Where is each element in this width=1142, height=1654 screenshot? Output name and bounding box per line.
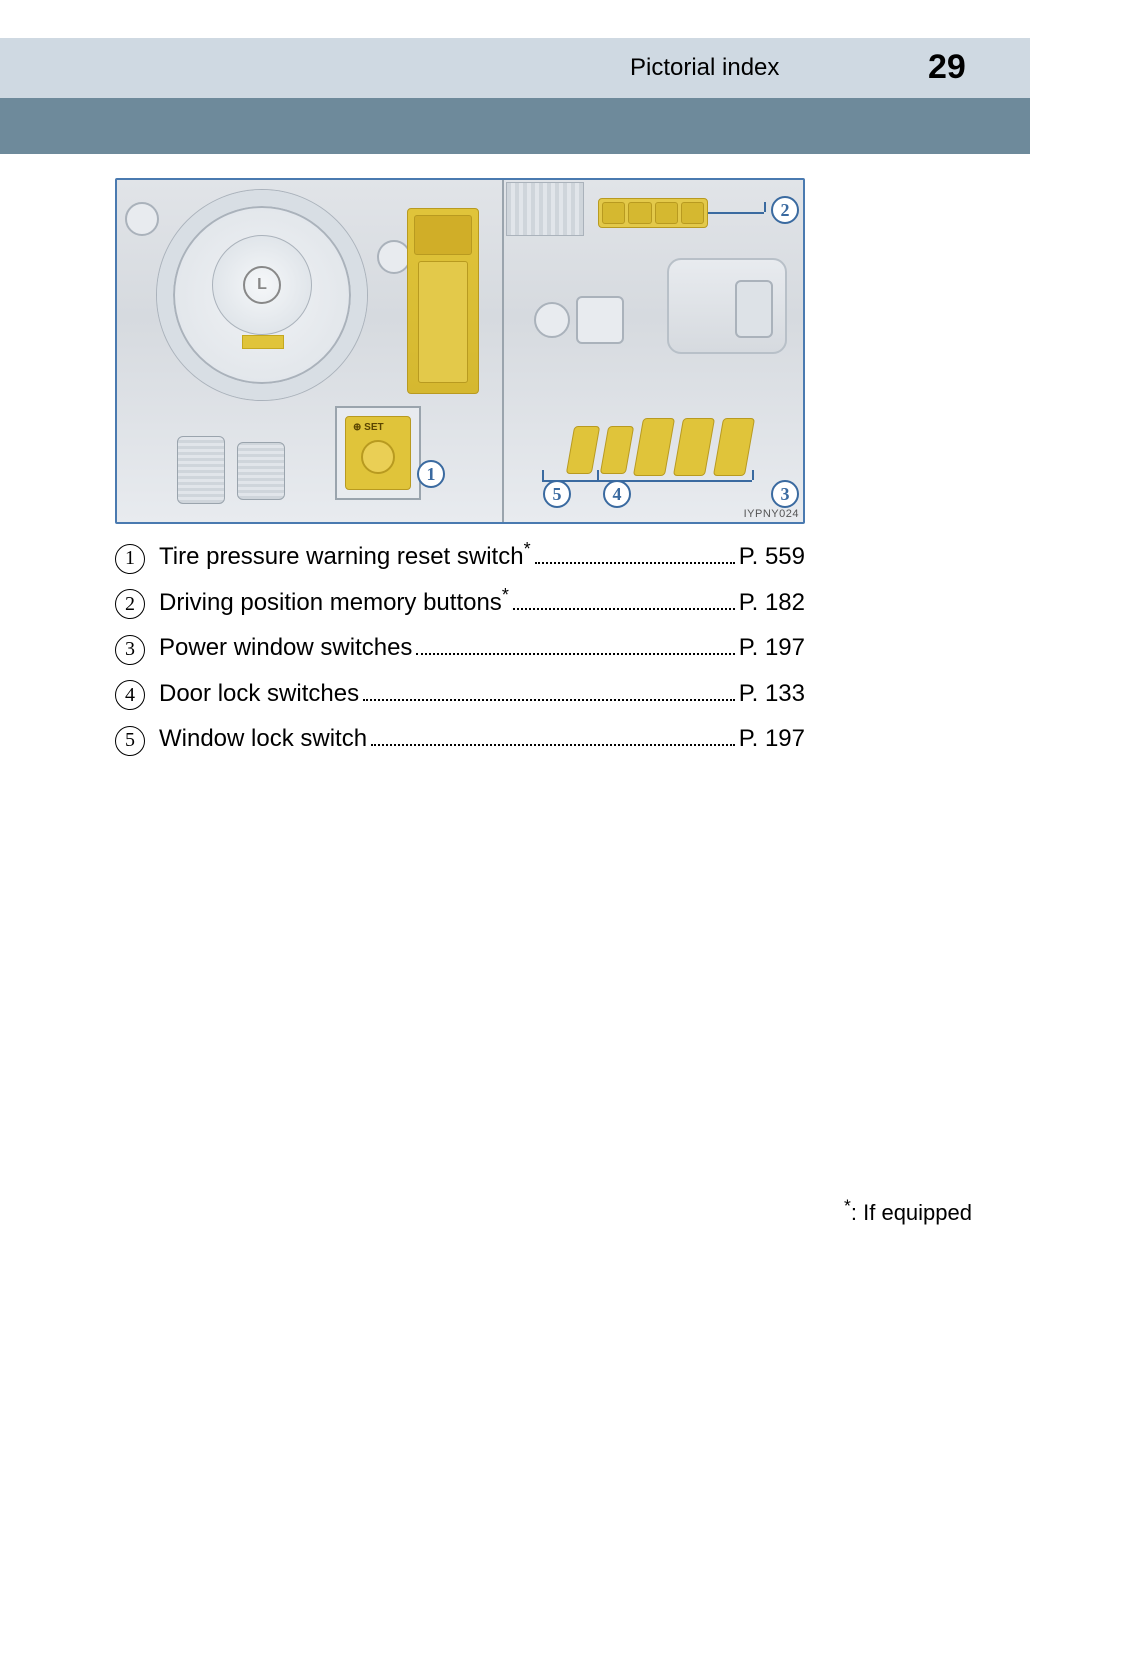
brand-logo-icon: L bbox=[243, 266, 281, 304]
leader-line bbox=[708, 212, 764, 214]
index-row: 3 Power window switches P. 197 bbox=[115, 631, 805, 665]
index-row-number: 2 bbox=[115, 589, 145, 619]
index-row: 2 Driving position memory buttons* P. 182 bbox=[115, 586, 805, 620]
leader-line bbox=[542, 480, 752, 482]
leader-line bbox=[597, 470, 599, 480]
page-number: 29 bbox=[928, 48, 966, 87]
section-title: Pictorial index bbox=[630, 54, 779, 82]
star-icon: * bbox=[502, 585, 509, 605]
sub-band bbox=[0, 98, 1030, 154]
dash-knob-icon bbox=[125, 202, 159, 236]
pedal-icon bbox=[237, 442, 285, 500]
index-row: 5 Window lock switch P. 197 bbox=[115, 722, 805, 756]
pedal-icon bbox=[177, 436, 225, 504]
dot-leader bbox=[535, 540, 735, 564]
index-row-label: Tire pressure warning reset switch* bbox=[159, 543, 531, 571]
leader-line bbox=[752, 470, 754, 480]
index-row-page: P. 559 bbox=[739, 543, 805, 571]
steering-tab-highlight bbox=[242, 335, 284, 349]
dash-knob-icon bbox=[377, 240, 411, 274]
illustration-right-panel bbox=[502, 180, 805, 522]
dot-leader bbox=[363, 677, 735, 701]
index-row-number: 3 bbox=[115, 635, 145, 665]
index-row-label: Window lock switch bbox=[159, 725, 367, 753]
leader-line bbox=[764, 202, 766, 212]
index-row-page: P. 133 bbox=[739, 680, 805, 708]
memory-buttons-highlight bbox=[598, 198, 708, 228]
callout-number: 4 bbox=[603, 480, 631, 508]
index-row-label: Door lock switches bbox=[159, 680, 359, 708]
mirror-panel-icon bbox=[576, 296, 624, 344]
index-row-page: P. 182 bbox=[739, 589, 805, 617]
footnote: *: If equipped bbox=[844, 1200, 972, 1226]
callout-number: 1 bbox=[417, 460, 445, 488]
index-row: 1 Tire pressure warning reset switch* P. 5… bbox=[115, 540, 805, 574]
mirror-button-icon bbox=[534, 302, 570, 338]
vehicle-illustration: L ⊕ SET 1 2 3 4 5 bbox=[115, 178, 805, 524]
center-switch-highlight bbox=[407, 208, 479, 394]
star-icon: * bbox=[524, 539, 531, 559]
illustration-code: IYPNY024 bbox=[744, 508, 799, 520]
index-row-label: Power window switches bbox=[159, 634, 412, 662]
index-list: 1 Tire pressure warning reset switch* P. 5… bbox=[115, 540, 805, 768]
door-handle-icon bbox=[667, 258, 787, 354]
callout-number: 3 bbox=[771, 480, 799, 508]
index-row-number: 5 bbox=[115, 726, 145, 756]
index-row: 4 Door lock switches P. 133 bbox=[115, 677, 805, 711]
index-row-page: P. 197 bbox=[739, 725, 805, 753]
footnote-text: : If equipped bbox=[851, 1200, 972, 1225]
index-row-number: 4 bbox=[115, 680, 145, 710]
callout-number: 5 bbox=[543, 480, 571, 508]
dot-leader bbox=[416, 631, 734, 655]
set-button-icon bbox=[361, 440, 395, 474]
dot-leader bbox=[513, 586, 735, 610]
set-button-label: ⊕ SET bbox=[353, 422, 384, 433]
dot-leader bbox=[371, 722, 735, 746]
index-row-page: P. 197 bbox=[739, 634, 805, 662]
header-band bbox=[0, 38, 1030, 98]
callout-number: 2 bbox=[771, 196, 799, 224]
index-row-number: 1 bbox=[115, 544, 145, 574]
leader-line bbox=[542, 470, 544, 480]
index-row-label: Driving position memory buttons* bbox=[159, 589, 509, 617]
footnote-symbol: * bbox=[844, 1196, 851, 1216]
window-switches-highlight bbox=[570, 418, 750, 476]
air-vent-icon bbox=[506, 182, 584, 236]
